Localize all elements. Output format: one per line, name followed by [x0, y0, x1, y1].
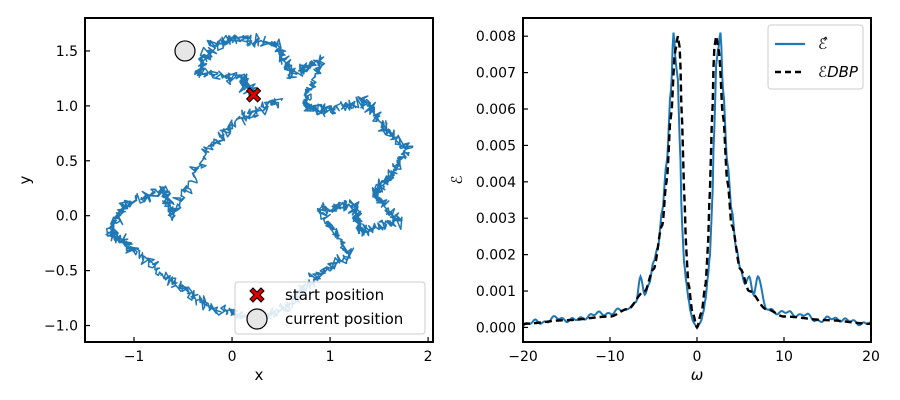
legend-box — [234, 281, 426, 335]
legend-series-2-label: ℰDBP — [818, 63, 859, 81]
x-tick-label: −20 — [508, 349, 538, 365]
spectrum-series — [523, 32, 871, 330]
x-axis-label: x — [255, 366, 264, 384]
x-tick-label: 0 — [228, 349, 237, 365]
spectrum-plot: −20 −10 0 10 20 0.0000.0010.0020.0030.0040.0… — [448, 17, 880, 384]
legend-start-marker-icon — [249, 287, 265, 303]
y-axis-ticks: −1.0 −0.5 0.0 0.5 1.0 1.5 — [44, 44, 90, 335]
x-tick-label: 2 — [424, 349, 433, 365]
x-tick-label: 0 — [693, 349, 702, 365]
legend-current-marker-icon — [246, 308, 268, 330]
current-position-marker — [174, 40, 196, 62]
trajectory-path — [105, 32, 414, 324]
y-tick-label: 0.008 — [476, 29, 516, 45]
position-markers — [174, 40, 262, 103]
x-tick-label: 20 — [862, 349, 880, 365]
y-tick-label: −1.0 — [44, 319, 78, 335]
y-tick-label: 0.5 — [56, 154, 78, 170]
x-tick-label: −1 — [124, 349, 145, 365]
y-tick-label: 0.002 — [476, 248, 516, 264]
y-tick-label: 1.5 — [56, 44, 78, 60]
y-tick-label: 0.000 — [476, 320, 516, 336]
y-tick-label: 0.005 — [476, 138, 516, 154]
y-axis-ticks: 0.000 0.001 0.002 0.003 0.004 0.005 0.006 0.007… — [476, 29, 528, 336]
x-axis-ticks: −20 −10 0 10 20 — [508, 337, 880, 365]
x-axis-label: ω — [691, 366, 704, 384]
legend-box — [767, 24, 864, 90]
y-tick-label: 0.007 — [476, 66, 516, 82]
y-tick-label: −0.5 — [44, 264, 78, 280]
dbp-series-line — [523, 35, 871, 330]
y-tick-label: 0.0 — [56, 209, 78, 225]
x-tick-label: 10 — [775, 349, 793, 365]
y-tick-label: 1.0 — [56, 99, 78, 115]
legend-start-label: start position — [285, 286, 384, 304]
y-tick-label: 0.001 — [476, 284, 516, 300]
y-axis-label: y — [16, 175, 34, 184]
x-tick-label: 1 — [326, 349, 335, 365]
plot-frame — [84, 17, 434, 343]
y-tick-label: 0.003 — [476, 211, 516, 227]
x-tick-label: −10 — [595, 349, 625, 365]
legend: start position current position — [234, 281, 426, 335]
legend-series-1-label: ℰ̂ — [818, 35, 828, 53]
legend-current-label: current position — [285, 310, 403, 328]
y-axis-label: ℰ — [448, 175, 466, 184]
start-position-marker — [245, 87, 262, 103]
x-axis-ticks: −1 0 1 2 — [124, 337, 433, 365]
y-tick-label: 0.004 — [476, 175, 516, 191]
trajectory-line — [105, 32, 414, 324]
legend: ℰ̂ ℰDBP — [767, 24, 864, 90]
trajectory-plot: −1 0 1 2 −1.0 −0.5 0.0 0.5 1.0 1.5 x y start pos… — [16, 17, 434, 384]
y-tick-label: 0.006 — [476, 102, 516, 118]
